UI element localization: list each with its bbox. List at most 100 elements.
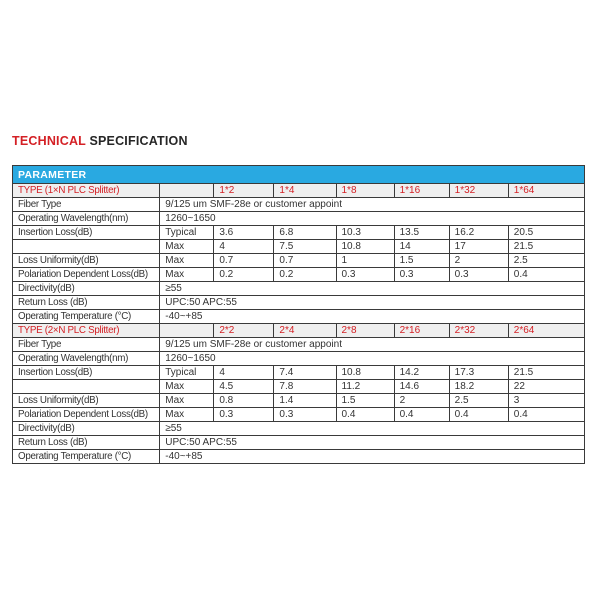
value-cell: 0.2 [213,267,275,282]
param-label: Loss Uniformity(dB) [11,253,161,268]
row-directivity-2xn: Directivity(dB) ≥55 [11,421,585,436]
spec-value: UPC:50 APC:55 [159,435,585,450]
spec-value: UPC:50 APC:55 [159,295,585,310]
row-fiber-type-2xn: Fiber Type 9/125 um SMF-28e or customer … [11,337,585,352]
stat-label: Max [159,379,215,394]
value-cell: 14.2 [393,365,450,380]
empty-cell [159,323,215,338]
value-cell: 0.7 [273,253,337,268]
row-directivity-1xn: Directivity(dB) ≥55 [11,281,585,296]
stat-label: Max [159,407,215,422]
value-cell: 18.2 [448,379,509,394]
row-wavelength-1xn: Operating Wavelength(nm) 1260~1650 [11,211,585,226]
value-cell: 7.8 [273,379,337,394]
type-label-2xn: TYPE (2×N PLC Splitter) [11,323,161,338]
row-loss-uniformity-2xn: Loss Uniformity(dB) Max 0.8 1.4 1.5 2 2.… [11,393,586,408]
spec-value: ≥55 [159,421,585,436]
table-header-row: PARAMETER [12,165,585,184]
value-cell: 0.2 [273,267,337,282]
stat-label: Typical [159,225,215,240]
value-cell: 0.4 [507,407,586,422]
value-cell: 0.4 [393,407,450,422]
col-header-2x4: 2*4 [273,323,337,338]
param-label: Operating Temperature (°C) [11,449,161,464]
value-cell: 22 [507,379,586,394]
value-cell: 2 [448,253,509,268]
col-header-1x8: 1*8 [335,183,395,198]
col-header-2x2: 2*2 [213,323,275,338]
stat-label: Max [159,253,215,268]
param-label: Directivity(dB) [11,281,161,296]
row-insertion-typical-1xn: Insertion Loss(dB) Typical 3.6 6.8 10.3 … [11,225,586,240]
value-cell: 7.5 [273,239,337,254]
value-cell: 16.2 [448,225,509,240]
param-label: Return Loss (dB) [11,435,161,450]
spec-value: 9/125 um SMF-28e or customer appoint [159,197,585,212]
stat-label: Typical [159,365,215,380]
value-cell: 21.5 [507,365,586,380]
value-cell: 4.5 [213,379,275,394]
row-op-temp-2xn: Operating Temperature (°C) -40~+85 [11,449,585,464]
value-cell: 0.7 [213,253,275,268]
col-header-2x32: 2*32 [448,323,509,338]
value-cell: 3.6 [213,225,275,240]
page-title: TECHNICAL SPECIFICATION [12,134,188,148]
value-cell: 2.5 [507,253,586,268]
page-title-accent: TECHNICAL [12,134,86,148]
col-header-2x64: 2*64 [507,323,586,338]
value-cell: 20.5 [507,225,586,240]
param-label: Operating Wavelength(nm) [11,351,161,366]
row-pdl-2xn: Polariation Dependent Loss(dB) Max 0.3 0… [11,407,586,422]
row-return-loss-2xn: Return Loss (dB) UPC:50 APC:55 [11,435,585,450]
param-label: Insertion Loss(dB) [11,225,161,240]
value-cell: 0.4 [448,407,509,422]
value-cell: 2 [393,393,450,408]
row-insertion-max-1xn: Max 4 7.5 10.8 14 17 21.5 [11,239,586,254]
value-cell: 10.8 [335,239,395,254]
param-label: Operating Wavelength(nm) [11,211,161,226]
spec-value: ≥55 [159,281,585,296]
param-label: Directivity(dB) [11,421,161,436]
row-pdl-1xn: Polariation Dependent Loss(dB) Max 0.2 0… [11,267,586,282]
value-cell: 0.3 [335,267,395,282]
value-cell: 17 [448,239,509,254]
value-cell: 10.8 [335,365,395,380]
type-row-1xn: TYPE (1×N PLC Splitter) 1*2 1*4 1*8 1*16… [11,183,586,198]
value-cell: 0.3 [213,407,275,422]
row-op-temp-1xn: Operating Temperature (°C) -40~+85 [11,309,585,324]
col-header-1x32: 1*32 [448,183,509,198]
spec-table: PARAMETER TYPE (1×N PLC Splitter) 1*2 1*… [11,165,586,464]
value-cell: 14.6 [393,379,450,394]
parameter-header-cell: PARAMETER [12,165,585,184]
value-cell: 1.5 [393,253,450,268]
value-cell: 21.5 [507,239,586,254]
value-cell: 2.5 [448,393,509,408]
value-cell: 1.4 [273,393,337,408]
stat-label: Max [159,393,215,408]
value-cell: 0.4 [507,267,586,282]
col-header-2x8: 2*8 [335,323,395,338]
row-loss-uniformity-1xn: Loss Uniformity(dB) Max 0.7 0.7 1 1.5 2 … [11,253,586,268]
col-header-1x2: 1*2 [213,183,275,198]
param-label: Fiber Type [11,197,161,212]
value-cell: 1.5 [335,393,395,408]
value-cell: 1 [335,253,395,268]
row-wavelength-2xn: Operating Wavelength(nm) 1260~1650 [11,351,585,366]
value-cell: 11.2 [335,379,395,394]
spec-value: 1260~1650 [159,351,585,366]
row-insertion-typical-2xn: Insertion Loss(dB) Typical 4 7.4 10.8 14… [11,365,586,380]
empty-cell [11,239,161,254]
param-label: Loss Uniformity(dB) [11,393,161,408]
value-cell: 14 [393,239,450,254]
spec-value: -40~+85 [159,449,585,464]
param-label: Insertion Loss(dB) [11,365,161,380]
spec-value: 1260~1650 [159,211,585,226]
value-cell: 0.3 [448,267,509,282]
stat-label: Max [159,267,215,282]
value-cell: 4 [213,365,275,380]
col-header-2x16: 2*16 [393,323,450,338]
col-header-1x4: 1*4 [273,183,337,198]
page-title-rest: SPECIFICATION [85,134,188,148]
value-cell: 0.3 [273,407,337,422]
value-cell: 13.5 [393,225,450,240]
